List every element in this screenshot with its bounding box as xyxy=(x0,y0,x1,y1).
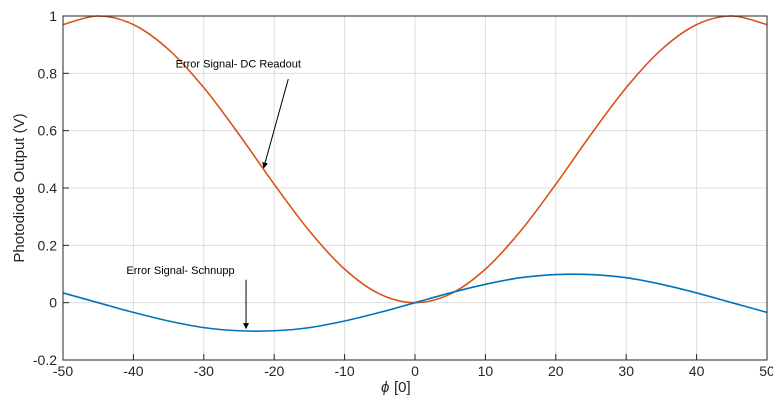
y-tick-label: -0.2 xyxy=(33,352,57,368)
y-axis: -0.2 0 0.2 0.4 0.6 0.8 1 xyxy=(33,8,69,368)
series-line-2 xyxy=(62,273,768,332)
x-tick-label: 40 xyxy=(689,363,705,379)
annotation-label-1: Error Signal- DC Readout xyxy=(176,59,301,71)
y-tick-label: 0 xyxy=(49,295,57,311)
svg-text:[0]: [0] xyxy=(394,379,411,396)
y-tick-label: 1 xyxy=(49,8,57,24)
x-axis-label: ϕ [0] xyxy=(381,379,411,396)
annotation-arrow-1 xyxy=(262,78,289,169)
y-tick-label: 0.8 xyxy=(38,65,58,81)
x-tick-label: 50 xyxy=(759,363,773,379)
plot-area xyxy=(62,15,768,332)
x-tick-label: 30 xyxy=(618,363,634,379)
x-tick-label: 0 xyxy=(411,363,419,379)
x-tick-label: -30 xyxy=(194,363,214,379)
y-axis-label: Photodiode Output (V) xyxy=(11,113,28,262)
x-axis: -50 -40 -30 -20 -10 0 10 20 30 40 50 xyxy=(53,354,773,379)
y-tick-label: 0.6 xyxy=(38,123,58,139)
grid xyxy=(62,15,768,361)
x-tick-label: 20 xyxy=(548,363,564,379)
y-tick-label: 0.4 xyxy=(38,180,58,196)
annotations: Error Signal- DC Readout Error Signal- Sc… xyxy=(126,59,301,330)
x-tick-label: -10 xyxy=(334,363,354,379)
x-tick-label: -40 xyxy=(123,363,143,379)
annotation-label-2: Error Signal- Schnupp xyxy=(126,265,234,277)
x-tick-label: 10 xyxy=(478,363,494,379)
x-tick-label: -20 xyxy=(264,363,284,379)
x-tick-label: -50 xyxy=(53,363,73,379)
y-tick-label: 0.2 xyxy=(38,237,58,253)
svg-text:ϕ: ϕ xyxy=(381,379,389,396)
